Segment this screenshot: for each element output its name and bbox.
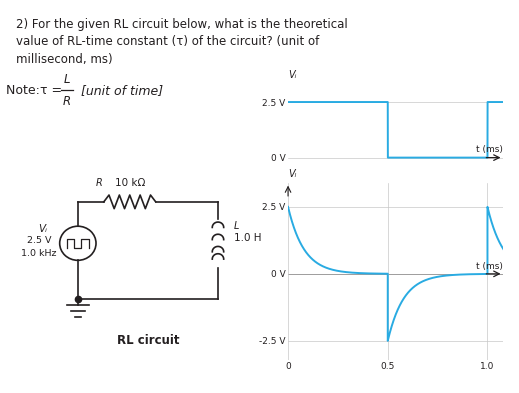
Text: R: R: [63, 95, 71, 108]
Text: t (ms): t (ms): [475, 145, 502, 154]
Text: L: L: [234, 221, 239, 231]
Text: 1.0 kHz: 1.0 kHz: [21, 248, 57, 257]
Text: value of RL-time constant (τ) of the circuit? (unit of: value of RL-time constant (τ) of the cir…: [16, 35, 319, 48]
Text: 10 kΩ: 10 kΩ: [115, 178, 145, 188]
Text: 2.5 V: 2.5 V: [26, 236, 51, 245]
Text: R: R: [95, 178, 102, 188]
Text: L: L: [64, 73, 71, 86]
Text: millisecond, ms): millisecond, ms): [16, 53, 112, 66]
Text: Vₗ: Vₗ: [288, 169, 296, 179]
Text: 1.0 H: 1.0 H: [234, 233, 261, 243]
Text: τ =: τ =: [40, 84, 66, 97]
Text: Vᵢ: Vᵢ: [288, 70, 296, 80]
Text: 2) For the given RL circuit below, what is the theoretical: 2) For the given RL circuit below, what …: [16, 18, 347, 31]
Text: [unit of time]: [unit of time]: [77, 84, 163, 97]
Text: RL circuit: RL circuit: [117, 334, 179, 347]
Text: Vᵢ: Vᵢ: [38, 224, 47, 234]
Text: Note:: Note:: [6, 84, 44, 97]
Text: t (ms): t (ms): [475, 262, 502, 271]
